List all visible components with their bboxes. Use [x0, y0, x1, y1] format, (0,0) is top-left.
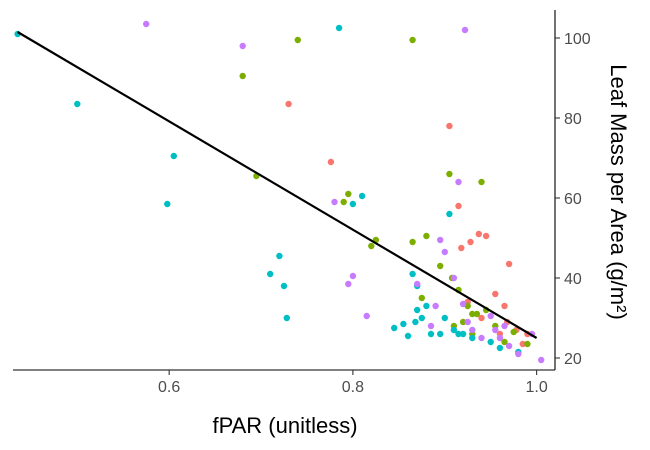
data-point-2-18 — [423, 302, 430, 310]
data-point-0-8 — [492, 290, 499, 298]
data-point-2-27 — [487, 338, 494, 346]
data-point-3-18 — [492, 326, 499, 334]
data-point-1-12 — [446, 170, 453, 178]
data-point-1-7 — [409, 36, 416, 44]
data-point-1-2 — [294, 36, 301, 44]
data-point-2-19 — [427, 330, 435, 338]
data-point-2-5 — [276, 252, 283, 260]
data-point-1-11 — [437, 262, 444, 270]
data-point-3-13 — [459, 300, 467, 308]
data-point-1-4 — [345, 190, 352, 198]
data-point-2-7 — [283, 314, 290, 322]
data-point-3-23 — [538, 356, 545, 364]
trend-line — [17, 31, 538, 339]
data-point-0-0 — [285, 100, 292, 108]
data-point-1-24 — [524, 340, 531, 348]
data-point-0-11 — [505, 260, 513, 268]
data-point-0-2 — [446, 122, 453, 130]
data-point-3-3 — [345, 280, 352, 288]
data-point-2-11 — [391, 324, 398, 332]
data-point-0-6 — [475, 230, 482, 238]
data-point-3-8 — [432, 302, 439, 310]
data-point-3-10 — [441, 248, 448, 256]
data-point-3-17 — [487, 312, 494, 320]
data-point-0-1 — [327, 158, 335, 166]
x-tick-label-2: 1.0 — [526, 379, 548, 396]
data-point-1-3 — [340, 198, 347, 206]
data-point-3-20 — [505, 342, 513, 350]
data-point-3-14 — [461, 26, 469, 34]
data-point-0-4 — [458, 244, 465, 252]
y-tick-label-1: 40 — [564, 271, 582, 288]
data-point-3-2 — [331, 198, 338, 206]
data-point-3-4 — [349, 272, 357, 280]
y-tick-label-4: 100 — [564, 31, 591, 48]
data-point-1-15 — [459, 318, 467, 326]
data-point-2-2 — [164, 200, 171, 208]
y-tick-label-0: 20 — [564, 351, 582, 368]
data-point-2-16 — [414, 306, 421, 314]
data-point-2-12 — [400, 320, 407, 328]
data-point-0-3 — [455, 202, 462, 210]
data-point-1-23 — [510, 328, 517, 336]
data-point-2-15 — [412, 318, 419, 326]
data-point-2-3 — [170, 152, 177, 160]
data-point-3-9 — [437, 236, 444, 244]
data-point-0-9 — [501, 302, 508, 310]
y-tick-label-2: 60 — [564, 191, 582, 208]
data-point-1-9 — [418, 294, 425, 302]
data-point-3-1 — [239, 42, 246, 50]
data-point-2-23 — [450, 326, 458, 334]
data-point-2-8 — [335, 24, 343, 32]
data-point-2-6 — [280, 282, 288, 290]
data-point-1-19 — [478, 178, 485, 186]
data-point-2-17 — [418, 314, 425, 322]
points-layer — [14, 20, 545, 364]
trend-line-layer — [17, 31, 538, 339]
data-point-0-5 — [467, 238, 474, 246]
data-point-1-10 — [423, 232, 430, 240]
data-point-2-25 — [459, 330, 467, 338]
data-point-2-28 — [496, 344, 504, 352]
data-point-2-13 — [404, 332, 412, 340]
data-point-3-0 — [143, 20, 150, 28]
data-point-2-4 — [267, 270, 274, 278]
data-point-2-24 — [455, 330, 462, 338]
data-point-3-25 — [501, 322, 508, 330]
data-point-0-14 — [519, 340, 526, 348]
data-point-2-21 — [441, 314, 448, 322]
data-point-3-11 — [450, 274, 458, 282]
data-point-3-6 — [414, 280, 421, 288]
data-point-1-8 — [409, 238, 416, 246]
data-point-3-15 — [464, 318, 471, 326]
y-axis-title: Leaf Mass per Area (g/m²) — [606, 64, 631, 320]
data-point-2-14 — [409, 270, 416, 278]
y-tick-label-3: 80 — [564, 111, 582, 128]
data-point-2-1 — [74, 100, 81, 108]
data-point-1-5 — [368, 242, 375, 250]
data-point-0-7 — [482, 232, 490, 240]
data-point-3-5 — [363, 312, 370, 320]
x-axis-title: fPAR (unitless) — [212, 413, 357, 438]
data-point-1-25 — [469, 310, 476, 318]
data-point-3-19 — [496, 334, 504, 342]
data-point-3-7 — [427, 322, 435, 330]
data-point-3-16 — [478, 334, 485, 342]
x-tick-label-1: 0.8 — [342, 379, 364, 396]
data-point-0-16 — [478, 314, 485, 322]
data-point-1-0 — [239, 72, 246, 80]
data-point-3-21 — [515, 350, 522, 358]
data-point-3-24 — [469, 326, 476, 334]
axes-layer: 0.6 0.8 1.0 20 40 60 80 100 — [13, 10, 591, 396]
data-point-2-26 — [469, 334, 476, 342]
data-point-1-18 — [473, 310, 481, 318]
data-point-2-22 — [446, 210, 453, 218]
data-point-2-10 — [358, 192, 366, 200]
data-point-1-22 — [501, 338, 508, 346]
data-point-2-20 — [437, 330, 444, 338]
data-point-2-9 — [349, 200, 357, 208]
x-tick-label-0: 0.6 — [158, 379, 180, 396]
data-point-3-12 — [455, 178, 462, 186]
